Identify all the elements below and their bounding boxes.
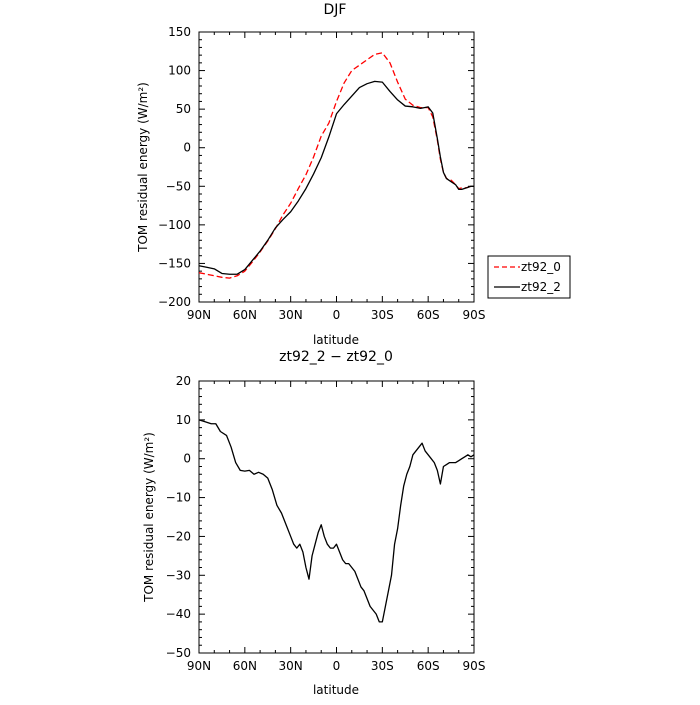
x-axis-label: latitude: [313, 333, 359, 347]
y-tick-label: 100: [168, 64, 191, 78]
legend-label-zt92_0: zt92_0: [521, 260, 561, 274]
y-axis-label: TOM residual energy (W/m²): [136, 82, 150, 253]
y-tick-label: −100: [158, 218, 191, 232]
y-tick-label: −10: [166, 491, 191, 505]
axis-ticks: 90N 60N 30N 0 30S 60S 90S −200 −150 −100 −50 0 50 100…: [158, 25, 485, 322]
y-tick-label: 10: [176, 413, 191, 427]
y-tick-label: −30: [166, 568, 191, 582]
x-tick-label: 90S: [463, 659, 486, 673]
chart-title: DJF: [324, 2, 347, 18]
y-tick-label: 20: [176, 374, 191, 388]
y-tick-label: 0: [183, 452, 191, 466]
axis-ticks: 90N 60N 30N 0 30S 60S 90S −50 −40 −30 −20 −10 0 10 20: [166, 374, 486, 673]
x-tick-label: 90S: [463, 308, 486, 322]
series-group: [198, 52, 474, 279]
y-tick-label: −50: [166, 646, 191, 660]
y-tick-label: −40: [166, 607, 191, 621]
x-tick-label: 30S: [371, 308, 394, 322]
y-tick-label: 0: [183, 141, 191, 155]
y-tick-label: −200: [158, 295, 191, 309]
y-axis-label: TOM residual energy (W/m²): [142, 432, 156, 603]
plot-frame: [198, 380, 475, 654]
chart-title: zt92_2 − zt92_0: [279, 349, 393, 365]
legend: zt92_0 zt92_2: [487, 255, 571, 299]
chart-panel-bottom: zt92_2 − zt92_0 90N 60N 30N 0 30S 60S 90S −50 −4…: [142, 349, 485, 697]
x-tick-label: 60S: [417, 659, 440, 673]
x-tick-label: 60S: [417, 308, 440, 322]
legend-box: [487, 255, 571, 299]
x-tick-label: 60N: [233, 308, 257, 322]
y-tick-label: 50: [176, 102, 191, 116]
x-tick-label: 30N: [279, 659, 303, 673]
x-tick-label: 0: [333, 308, 341, 322]
x-tick-label: 0: [333, 659, 341, 673]
series-line-0: [198, 419, 475, 623]
x-tick-label: 30S: [371, 659, 394, 673]
plot-frame: [198, 31, 475, 303]
x-axis-label: latitude: [313, 683, 359, 697]
y-tick-label: −20: [166, 529, 191, 543]
x-tick-label: 60N: [233, 659, 257, 673]
y-tick-label: −150: [158, 256, 191, 270]
y-tick-label: 150: [168, 25, 191, 39]
series-line-zt92_2: [198, 80, 474, 275]
y-tick-label: −50: [166, 179, 191, 193]
x-tick-label: 90N: [187, 659, 211, 673]
series-group: [198, 419, 475, 623]
legend-label-zt92_2: zt92_2: [521, 280, 561, 294]
series-line-zt92_0: [198, 52, 474, 279]
chart-panel-top: DJF 90N 60N 30N 0 30S 60S 90S −200 −150 −100 −50 0 5…: [136, 2, 485, 347]
x-tick-label: 90N: [187, 308, 211, 322]
x-tick-label: 30N: [279, 308, 303, 322]
